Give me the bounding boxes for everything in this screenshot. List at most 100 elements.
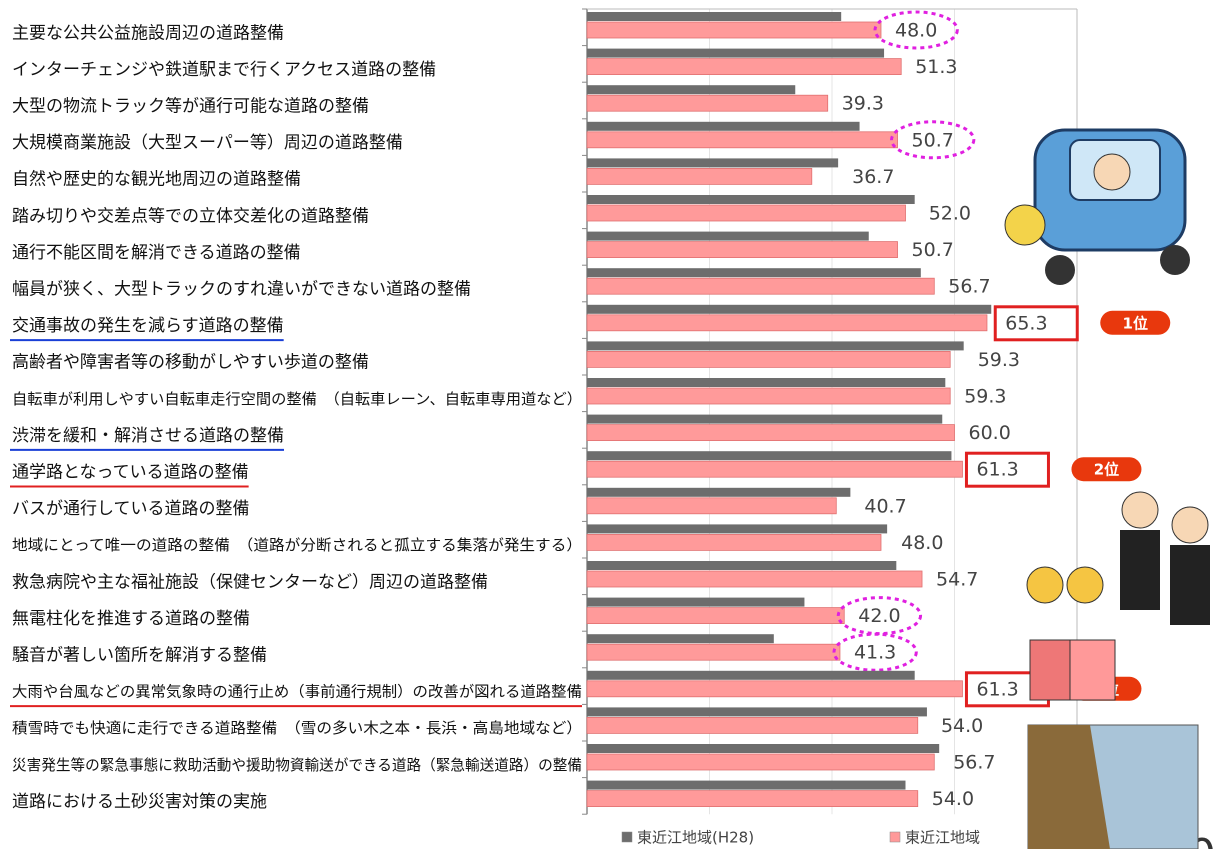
y-tick-label: 渋滞を緩和・解消させる道路の整備 — [12, 426, 284, 446]
y-tick-label: 自然や歴史的な観光地周辺の道路整備 — [12, 170, 301, 190]
bar — [587, 315, 987, 331]
bar — [587, 461, 962, 477]
crash-icon — [1005, 205, 1045, 245]
bar — [587, 744, 939, 753]
value-label: 48.0 — [895, 20, 937, 42]
value-label: 54.0 — [941, 715, 983, 737]
value-label: 51.3 — [915, 56, 957, 78]
rank-label: 2位 — [1094, 461, 1119, 479]
y-tick-label: インターチェンジや鉄道駅まで行くアクセス道路の整備 — [12, 60, 436, 80]
y-tick-label: バスが通行している道路の整備 — [12, 499, 250, 519]
bar — [587, 488, 850, 497]
value-label: 48.0 — [901, 532, 943, 554]
legend-swatch — [890, 832, 900, 842]
value-label: 54.7 — [936, 569, 978, 591]
y-tick-label: 道路における土砂災害対策の実施 — [12, 792, 267, 812]
y-tick-label: 幅員が狭く、大型トラックのすれ違いができない道路の整備 — [12, 280, 471, 300]
bar — [587, 59, 901, 75]
value-label: 52.0 — [929, 203, 971, 225]
bar — [587, 22, 881, 38]
chart: 主要な公共公益施設周辺の道路整備 48.0 インターチェンジや鉄道駅まで行くアクセス… — [0, 0, 1227, 849]
bar — [587, 571, 922, 587]
value-label: 59.3 — [978, 349, 1020, 371]
rank-label: 1位 — [1123, 314, 1148, 332]
wheel — [1160, 245, 1190, 275]
legend-label: 東近江地域(H28) — [637, 829, 754, 847]
value-label: 42.0 — [858, 605, 900, 627]
bar — [587, 524, 887, 533]
bar — [587, 95, 828, 111]
bar — [587, 378, 945, 387]
driver — [1094, 154, 1130, 190]
y-tick-label: 大規模商業施設（大型スーパー等）周辺の道路整備 — [12, 133, 403, 153]
wheel — [1045, 255, 1075, 285]
value-label: 60.0 — [969, 422, 1011, 444]
legend-label: 東近江地域 — [905, 829, 980, 847]
bar — [587, 195, 915, 204]
value-label: 50.7 — [912, 129, 954, 151]
value-label: 40.7 — [864, 495, 906, 517]
value-label: 65.3 — [1005, 312, 1047, 334]
bar — [587, 791, 918, 807]
bar — [587, 278, 934, 294]
value-label: 41.3 — [854, 642, 896, 664]
value-label: 56.7 — [953, 752, 995, 774]
y-tick-label: 主要な公共公益施設周辺の道路整備 — [12, 23, 284, 43]
y-tick-label: 無電柱化を推進する道路の整備 — [12, 609, 250, 629]
bar — [587, 168, 812, 184]
bar — [587, 451, 951, 460]
y-tick-label: 交通事故の発生を減らす道路の整備 — [12, 316, 284, 336]
y-tick-label: 通学路となっている道路の整備 — [12, 463, 249, 483]
value-label: 61.3 — [976, 459, 1018, 481]
value-label: 59.3 — [964, 386, 1006, 408]
value-label: 39.3 — [842, 93, 884, 115]
value-label: 36.7 — [852, 166, 894, 188]
bar — [587, 781, 906, 790]
bar — [587, 132, 898, 148]
bar — [587, 49, 884, 58]
y-tick-label: 災害発生等の緊急事態に救助活動や援助物資輸送ができる道路（緊急輸送道路）の整備 — [12, 756, 582, 774]
bar — [587, 717, 918, 733]
bar — [587, 754, 934, 770]
y-tick-label: 騒音が著しい箇所を解消する整備 — [12, 646, 267, 666]
bar — [587, 598, 804, 607]
bar — [587, 388, 950, 404]
student-body — [1170, 545, 1210, 625]
y-tick-label: 通行不能区間を解消できる道路の整備 — [12, 243, 301, 263]
value-label: 61.3 — [976, 678, 1018, 700]
student-illustration — [1172, 507, 1208, 543]
bar — [587, 12, 841, 21]
child-body — [1030, 640, 1075, 700]
bar — [587, 561, 896, 570]
child-body — [1070, 640, 1115, 700]
y-tick-label: 積雪時でも快適に走行できる道路整備 （雪の多い木之本・長浜・高島地域など） — [12, 719, 582, 737]
child-illustration — [1067, 567, 1103, 603]
value-label: 56.7 — [948, 276, 990, 298]
student-body — [1120, 530, 1160, 610]
bar — [587, 341, 964, 350]
bar — [587, 232, 869, 241]
child-illustration — [1027, 567, 1063, 603]
bar — [587, 85, 795, 94]
bar — [587, 634, 774, 643]
value-label: 50.7 — [912, 239, 954, 261]
bar — [587, 498, 836, 514]
y-tick-label: 大型の物流トラック等が通行可能な道路の整備 — [12, 97, 369, 117]
bar — [587, 644, 840, 660]
bar — [587, 534, 881, 550]
y-tick-label: 自転車が利用しやすい自転車走行空間の整備 （自転車レーン、自転車専用道など） — [12, 390, 582, 408]
y-tick-label: 救急病院や主な福祉施設（保健センターなど）周辺の道路整備 — [12, 572, 488, 592]
y-tick-label: 大雨や台風などの異常気象時の通行止め（事前通行規制）の改善が図れる道路整備 — [12, 683, 582, 701]
student-illustration — [1122, 492, 1158, 528]
bar — [587, 122, 860, 131]
bar — [587, 242, 898, 258]
bar — [587, 351, 950, 367]
bar — [587, 681, 962, 697]
bar — [587, 205, 906, 221]
bar — [587, 268, 921, 277]
bar — [587, 425, 955, 441]
value-label: 54.0 — [932, 788, 974, 810]
y-tick-label: 踏み切りや交差点等での立体交差化の道路整備 — [12, 206, 369, 226]
bar — [587, 707, 927, 716]
bar — [587, 305, 991, 314]
